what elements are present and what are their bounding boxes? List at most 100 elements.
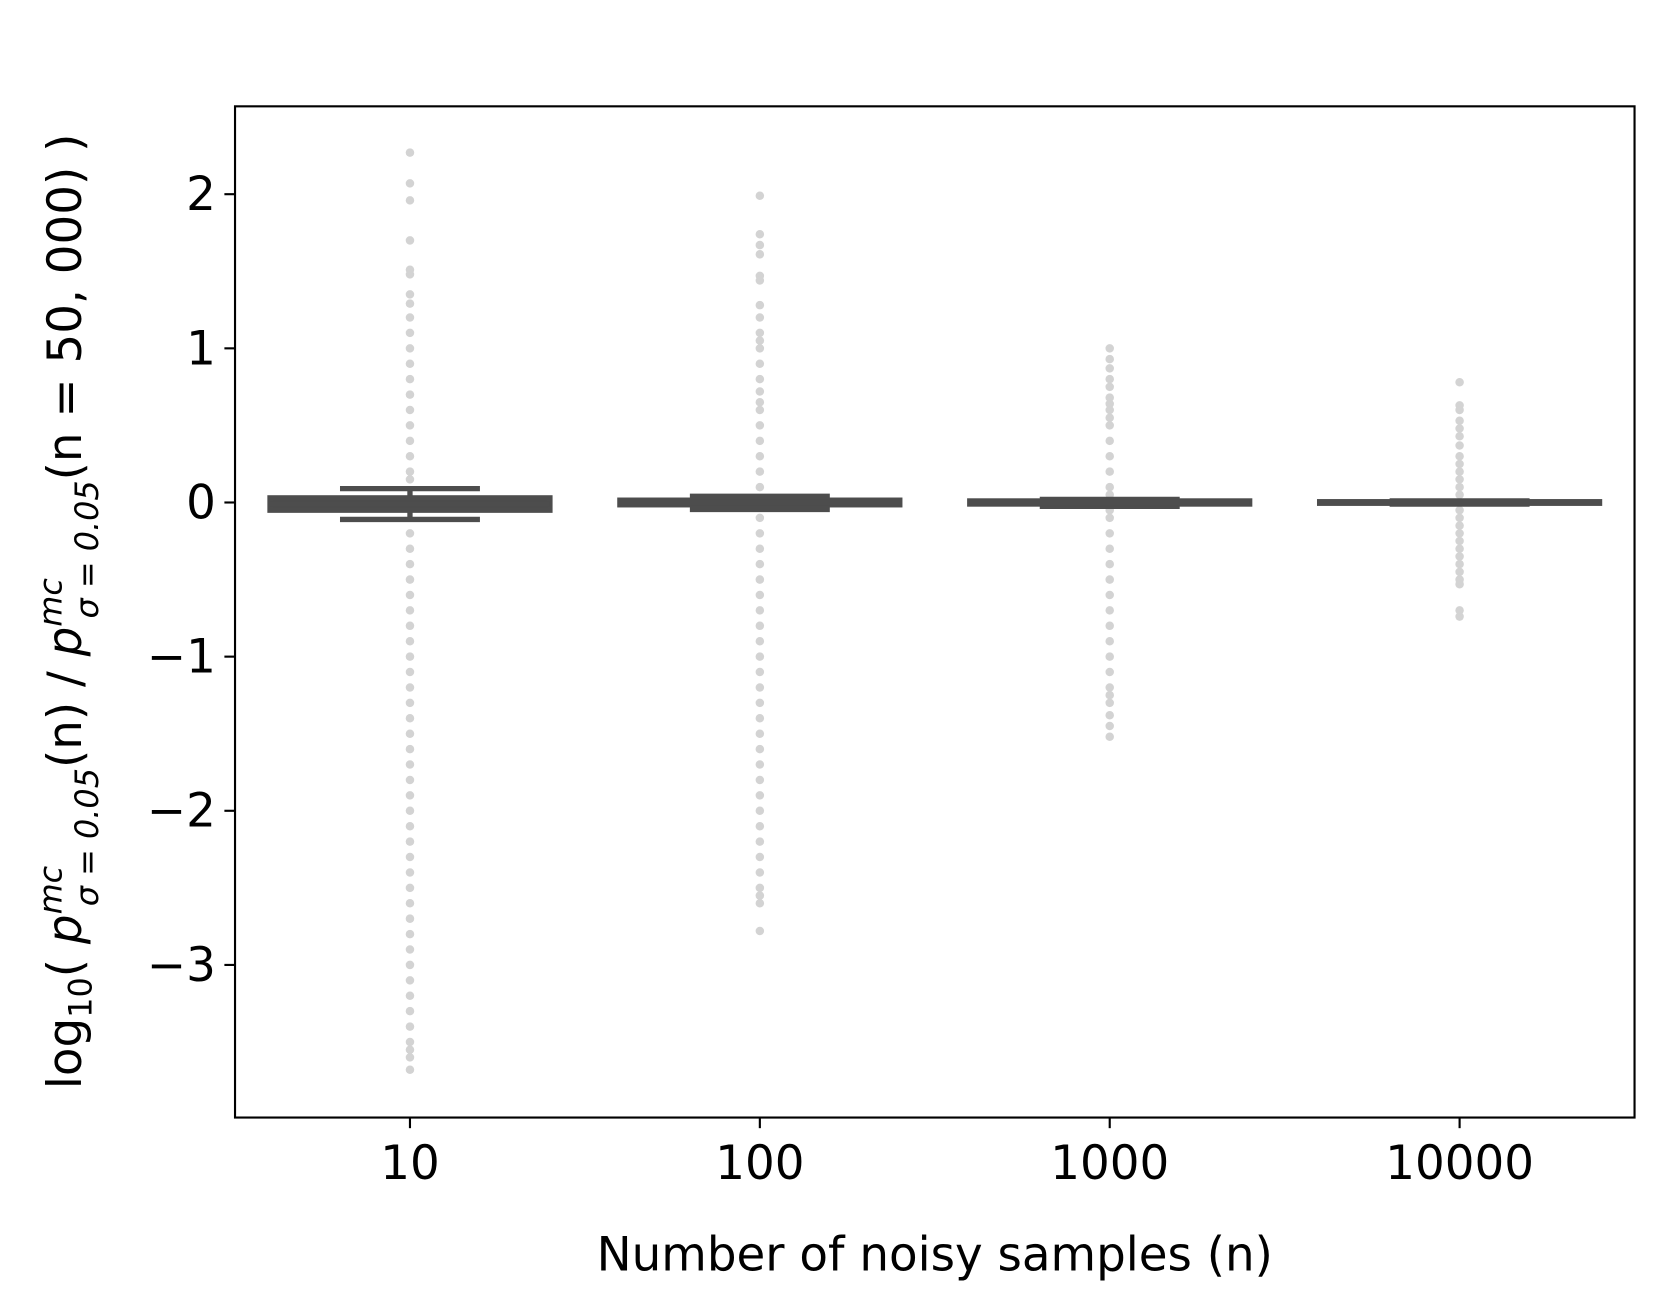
flier — [1455, 378, 1464, 387]
flier — [405, 621, 415, 631]
flier — [405, 636, 415, 646]
flier — [1455, 579, 1464, 589]
flier — [405, 1053, 415, 1062]
flier — [405, 236, 415, 245]
flier — [755, 821, 765, 831]
flier — [1455, 505, 1464, 515]
flier — [755, 374, 765, 384]
flier — [1105, 710, 1114, 720]
flier — [755, 276, 765, 285]
flier — [755, 467, 765, 476]
flier — [1455, 521, 1464, 530]
flier — [1105, 575, 1114, 584]
flier — [755, 852, 765, 862]
flier — [755, 575, 765, 584]
flier — [405, 960, 415, 970]
flier — [755, 359, 765, 369]
y-axis-label: log10( pmcσ = 0.05(n) / pmcσ = 0.05(n = … — [32, 134, 106, 1089]
flier — [755, 744, 765, 754]
y-label-part: (n = 50, 000) ) — [39, 134, 93, 481]
flier — [755, 590, 765, 600]
flier — [755, 606, 765, 615]
flier — [405, 1037, 415, 1047]
flier — [755, 698, 765, 708]
y-tick-label: −1 — [147, 631, 216, 685]
y-tick-label: 1 — [186, 322, 216, 376]
flier — [1105, 590, 1114, 600]
flier — [405, 328, 415, 338]
flier — [405, 760, 415, 769]
flier — [1105, 467, 1114, 476]
flier — [1455, 567, 1464, 577]
flier — [1105, 606, 1114, 615]
flier — [755, 250, 765, 259]
flier — [405, 729, 415, 738]
y-label-part: mc — [32, 865, 70, 914]
flier — [405, 852, 415, 862]
flier — [1105, 636, 1114, 646]
flier — [755, 313, 765, 322]
flier — [405, 529, 415, 538]
flier — [755, 513, 765, 523]
flier — [405, 421, 415, 430]
flier — [1105, 393, 1114, 402]
flier — [755, 760, 765, 769]
flier — [1455, 451, 1464, 461]
flier — [405, 991, 415, 1001]
flier — [1105, 374, 1114, 384]
flier — [755, 883, 765, 893]
flier — [405, 559, 415, 569]
flier — [1455, 544, 1464, 553]
flier — [405, 714, 415, 723]
flier — [755, 300, 765, 310]
flier — [1455, 612, 1464, 621]
flier — [1105, 621, 1114, 631]
flier — [1455, 424, 1464, 433]
flier — [755, 683, 765, 692]
flier — [755, 451, 765, 461]
flier — [755, 621, 765, 631]
flier — [405, 929, 415, 939]
flier — [1105, 698, 1114, 708]
flier — [1455, 559, 1464, 569]
flier — [405, 899, 415, 908]
flier — [755, 191, 765, 200]
flier — [405, 1045, 415, 1054]
y-label-part: log — [39, 1018, 93, 1089]
flier — [1455, 475, 1464, 484]
flier — [755, 559, 765, 569]
flier — [755, 421, 765, 430]
flier — [405, 652, 415, 661]
flier — [1105, 364, 1114, 373]
flier — [405, 544, 415, 553]
flier — [755, 240, 765, 250]
y-tick-label: 0 — [186, 476, 216, 530]
flier — [405, 270, 415, 279]
flier — [405, 590, 415, 600]
flier — [405, 467, 415, 476]
flier — [755, 387, 765, 396]
flier — [405, 390, 415, 399]
flier — [755, 868, 765, 877]
flier — [755, 436, 765, 446]
flier — [405, 451, 415, 461]
y-tick-label: −3 — [147, 939, 216, 993]
y-label-part: σ = 0.05 — [68, 768, 106, 906]
flier — [405, 290, 415, 299]
flier — [755, 729, 765, 738]
flier — [405, 436, 415, 446]
flier — [1105, 399, 1114, 409]
flier — [1105, 436, 1114, 446]
flier — [405, 196, 415, 205]
flier — [405, 1006, 415, 1016]
y-label-part: p — [39, 627, 93, 658]
flier — [405, 683, 415, 692]
flier — [755, 837, 765, 846]
flier — [755, 405, 765, 415]
plot-area — [267, 148, 1603, 1075]
flier — [1455, 431, 1464, 441]
flier — [1105, 413, 1114, 422]
flier — [1455, 536, 1464, 546]
